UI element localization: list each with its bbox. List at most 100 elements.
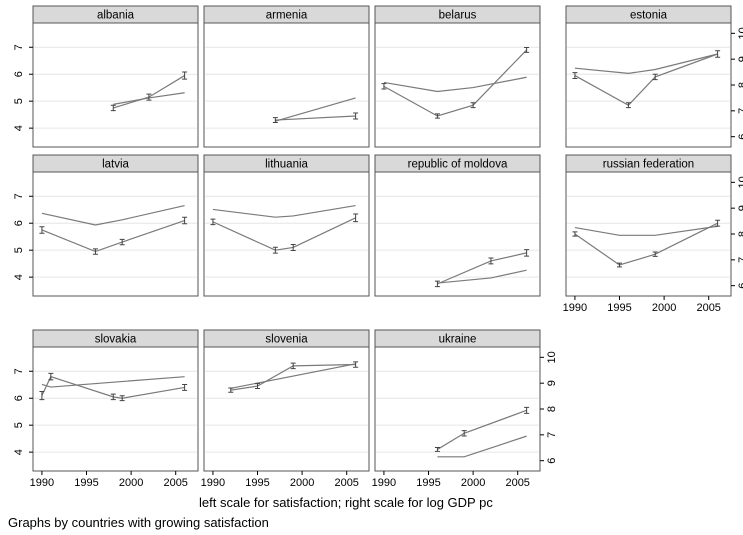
satisfaction-line-lithuania [212,217,356,251]
error-bar-slovakia-2006 [182,383,188,391]
x-tick-label-slovenia-2005: 2005 [334,477,358,489]
error-bar-russian-federation-1995 [617,262,623,268]
panel-title-armenia: armenia [266,10,308,22]
panel-title-albania: albania [97,10,135,22]
log-gdp-line-belarus [383,76,527,93]
left-tick-label-slovakia-7: 7 [13,368,25,374]
left-tick-label-slovakia-6: 6 [13,395,25,401]
plot-area-slovakia [32,346,199,472]
right-tick-label-ukraine-8: 8 [546,406,558,412]
x-tick-label-slovakia-2005: 2005 [163,477,187,489]
log-gdp-line-lithuania [212,204,356,218]
left-tick-label-latvia-4: 4 [13,274,25,280]
error-bar-ukraine-2006 [524,406,530,414]
right-tick-label-estonia-9: 9 [737,56,743,62]
error-bar-slovenia-1999 [290,362,296,370]
x-tick-label-slovakia-1995: 1995 [74,477,98,489]
plot-area-ukraine [374,346,541,472]
log-gdp-line-armenia [275,97,356,122]
error-bar-russian-federation-1999 [652,251,658,257]
satisfaction-line-slovenia [230,363,356,391]
plot-area-latvia [32,171,199,297]
panel-title-ukraine: ukraine [439,334,477,346]
log-gdp-line-russian-federation [574,225,718,236]
panel-title-belarus: belarus [439,10,477,22]
panel-title-russian-federation: russian federation [603,159,694,171]
error-bar-belarus-1990 [381,83,387,90]
x-tick-label-slovenia-1990: 1990 [201,477,225,489]
x-tick-label-slovakia-1990: 1990 [30,477,54,489]
left-tick-label-latvia-5: 5 [13,247,25,253]
error-bar-albania-1998 [110,104,116,112]
right-tick-label-russian-federation-6: 6 [737,283,743,289]
plot-area-lithuania [203,171,370,297]
left-tick-label-albania-4: 4 [13,125,25,131]
left-tick-label-slovakia-5: 5 [13,422,25,428]
right-tick-label-estonia-10: 10 [737,27,743,39]
right-tick-label-russian-federation-9: 9 [737,205,743,211]
left-tick-label-albania-7: 7 [13,44,25,50]
error-bar-albania-2006 [182,71,188,80]
x-tick-label-russian-federation-2005: 2005 [696,302,720,314]
error-bar-ukraine-1999 [461,430,467,437]
right-tick-label-ukraine-7: 7 [546,432,558,438]
plot-area-albania [32,22,199,148]
error-bar-albania-2002 [146,93,152,101]
log-gdp-line-slovakia [41,376,185,388]
error-bar-slovakia-1990 [39,390,45,401]
plot-area-slovenia [203,346,370,472]
x-tick-label-ukraine-2000: 2000 [461,477,485,489]
error-bar-latvia-2006 [182,216,188,225]
graphs-by-note: Graphs by countries with growing satisfa… [8,515,269,530]
x-tick-label-slovenia-2000: 2000 [290,477,314,489]
x-tick-label-slovenia-1995: 1995 [245,477,269,489]
satisfaction-line-latvia [41,219,185,253]
log-gdp-line-estonia [574,53,718,74]
x-tick-label-ukraine-1990: 1990 [372,477,396,489]
left-tick-label-latvia-6: 6 [13,220,25,226]
right-tick-label-russian-federation-8: 8 [737,231,743,237]
satisfaction-line-belarus [383,49,528,117]
right-tick-label-russian-federation-7: 7 [737,257,743,263]
x-tick-label-russian-federation-2000: 2000 [652,302,676,314]
left-tick-label-albania-6: 6 [13,71,25,77]
error-bar-slovenia-2006 [353,361,359,368]
error-bar-russian-federation-1990 [572,231,578,237]
error-bar-latvia-1990 [39,226,45,234]
panel-title-republic-of-moldova: republic of moldova [408,159,508,171]
x-tick-label-russian-federation-1990: 1990 [563,302,587,314]
log-gdp-line-latvia [41,204,185,226]
error-bar-armenia-1997 [272,117,278,123]
log-gdp-line-slovenia [230,363,356,389]
error-bar-estonia-1990 [572,72,578,80]
log-gdp-line-republic-of-moldova [437,269,527,284]
error-bar-estonia-1996 [625,102,631,109]
error-bar-russian-federation-2006 [715,219,721,227]
x-tick-label-russian-federation-1995: 1995 [607,302,631,314]
right-tick-label-ukraine-6: 6 [546,458,558,464]
error-bar-slovakia-1998 [110,393,116,401]
plot-area-russian-federation [565,171,732,297]
satisfaction-line-russian-federation [574,222,718,266]
plot-area-armenia [203,22,370,148]
right-tick-label-estonia-6: 6 [737,134,743,140]
error-bar-belarus-1996 [434,113,440,119]
right-tick-label-estonia-7: 7 [737,108,743,114]
error-bar-republic-of-moldova-2002 [488,257,494,265]
x-tick-label-ukraine-1995: 1995 [416,477,440,489]
left-tick-label-slovakia-4: 4 [13,449,25,455]
panel-title-slovakia: slovakia [95,334,137,346]
panel-title-latvia: latvia [102,159,129,171]
panel-title-lithuania: lithuania [265,159,308,171]
left-tick-label-albania-5: 5 [13,98,25,104]
error-bar-latvia-1996 [92,248,98,255]
satisfaction-line-armenia [275,115,356,121]
error-bar-slovenia-1992 [228,387,234,393]
error-bar-republic-of-moldova-1996 [434,280,440,288]
error-bar-ukraine-1996 [434,447,440,452]
error-bar-lithuania-2006 [353,213,359,223]
error-bar-lithuania-1997 [272,246,278,254]
error-bar-republic-of-moldova-2006 [524,249,530,257]
error-bar-lithuania-1999 [290,244,296,251]
